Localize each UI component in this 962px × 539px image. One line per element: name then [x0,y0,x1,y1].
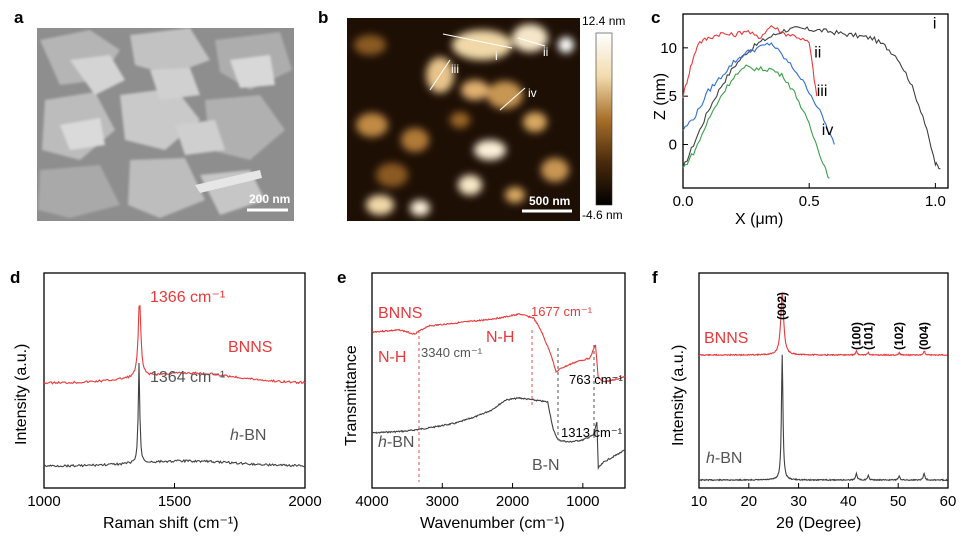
sem-scale-label: 200 nm [249,192,290,206]
chart-f-peak-label: (004) [917,322,931,350]
chart-f-legend-bnns: BNNS [704,330,748,347]
sem-image [37,28,294,221]
chart-f-ylabel: Intensity (a.u.) [670,345,687,446]
chart-e: 4000 3000 2000 1000 BNNS h-BN N-H N-H B-N 3… [343,272,626,532]
chart-e-ann-3340: 3340 cm⁻¹ [421,345,483,360]
chart-d-legend-hbn: h-BN [230,427,266,444]
chart-e-xtick-label: 1000 [566,493,599,510]
chart-e-nh-label-1: N-H [378,349,406,366]
chart-e-ann-1313: 1313 cm⁻¹ [561,425,623,440]
chart-e-series-bnns [371,313,626,384]
chart-f-xtick-label: 20 [740,493,757,510]
chart-c-frame [682,13,949,189]
chart-f-xlabel: 2θ (Degree) [776,515,861,532]
chart-d-peak-hbn: 1364 cm⁻¹ [150,369,225,386]
chart-c-xtick-label: 0.0 [673,193,694,210]
chart-c-series-label-iii: iii [817,83,828,100]
chart-f-frame [698,272,949,489]
chart-e-legend-bnns: BNNS [378,305,422,322]
chart-c-series-label-iv: iv [822,122,834,139]
chart-c-series-i [682,26,941,170]
afm-image [347,18,580,221]
chart-c-series-iii [682,42,835,145]
chart-e-series-hbn [372,396,626,471]
afm-scale-label: 500 nm [529,194,570,208]
colorbar-min-label: -4.6 nm [582,208,623,222]
panel-letter-b: b [318,8,328,27]
chart-f-series-hbn [698,354,948,482]
chart-e-nh-label-2: N-H [486,329,514,346]
chart-c-xlabel: X (μm) [735,211,783,228]
chart-f-xtick-label: 50 [890,493,907,510]
chart-d-xlabel: Raman shift (cm⁻¹) [103,515,239,532]
chart-c-ytick-label: 5 [669,88,677,105]
chart-e-ann-763: 763 cm⁻¹ [569,372,623,387]
chart-d-legend-bnns: BNNS [228,339,272,356]
chart-e-legend-hbn: h-BN [378,434,414,451]
chart-c-series-iv [682,64,830,179]
panel-letter-c: c [651,8,660,27]
chart-c-ytick-label: 0 [669,137,677,154]
panel-letter-e: e [337,268,346,287]
chart-e-xtick-label: 2000 [496,493,529,510]
panel-letter-a: a [14,8,24,27]
afm-profile-iii: iii [451,62,459,76]
chart-e-ann-1677: 1677 cm⁻¹ [531,304,593,319]
chart-d-xtick-label: 1000 [27,493,60,510]
chart-c-ytick-label: 10 [660,40,677,57]
panel-letter-f: f [652,268,658,287]
chart-c-xtick-label: 0.5 [799,193,820,210]
chart-f-xtick-label: 60 [940,493,957,510]
chart-e-bn-label: B-N [532,457,560,474]
chart-f-peak-label: (101) [861,322,875,350]
afm-colorbar [595,32,613,206]
chart-c-ylabel: Z (nm) [652,73,669,120]
panel-letter-d: d [10,268,20,287]
chart-d-series-hbn [43,362,306,468]
afm-profile-ii: ii [543,45,548,59]
chart-f: 10 20 30 40 50 60 (002) (100)(101) (102) (004) B… [670,272,957,532]
afm-profile-iv: iv [528,86,537,100]
chart-d: 1000 1500 2000 1366 cm⁻¹ 1364 cm⁻¹ BNNS h-… [13,272,322,532]
colorbar-max-label: 12.4 nm [582,14,625,28]
chart-d-peak-bnns: 1366 cm⁻¹ [150,289,225,306]
afm-profile-i: i [495,49,498,63]
chart-e-xtick-label: 3000 [426,493,459,510]
chart-d-xtick-label: 1500 [158,493,191,510]
chart-d-series-bnns [43,304,306,385]
chart-f-peak-label: (102) [892,322,906,350]
chart-c-series-ii [682,24,818,99]
chart-f-series-bnns [698,293,948,357]
chart-d-xtick-label: 2000 [288,493,321,510]
chart-e-frame [371,272,626,489]
chart-c-series-label-i: i [933,16,937,33]
chart-c-xtick-label: 1.0 [925,193,946,210]
chart-e-xlabel: Wavenumber (cm⁻¹) [420,515,565,532]
chart-f-peak-label: (100) [849,322,863,350]
chart-c-series-label-ii: ii [814,45,821,62]
chart-d-ylabel: Intensity (a.u.) [13,344,30,445]
chart-f-xtick-label: 10 [691,493,708,510]
chart-f-xtick-label: 30 [790,493,807,510]
chart-e-ylabel: Transmittance [343,345,360,446]
chart-e-xtick-label: 4000 [355,493,388,510]
chart-f-peak-label: (002) [775,292,789,320]
chart-f-legend-hbn: h-BN [706,450,742,467]
chart-f-xtick-label: 40 [840,493,857,510]
